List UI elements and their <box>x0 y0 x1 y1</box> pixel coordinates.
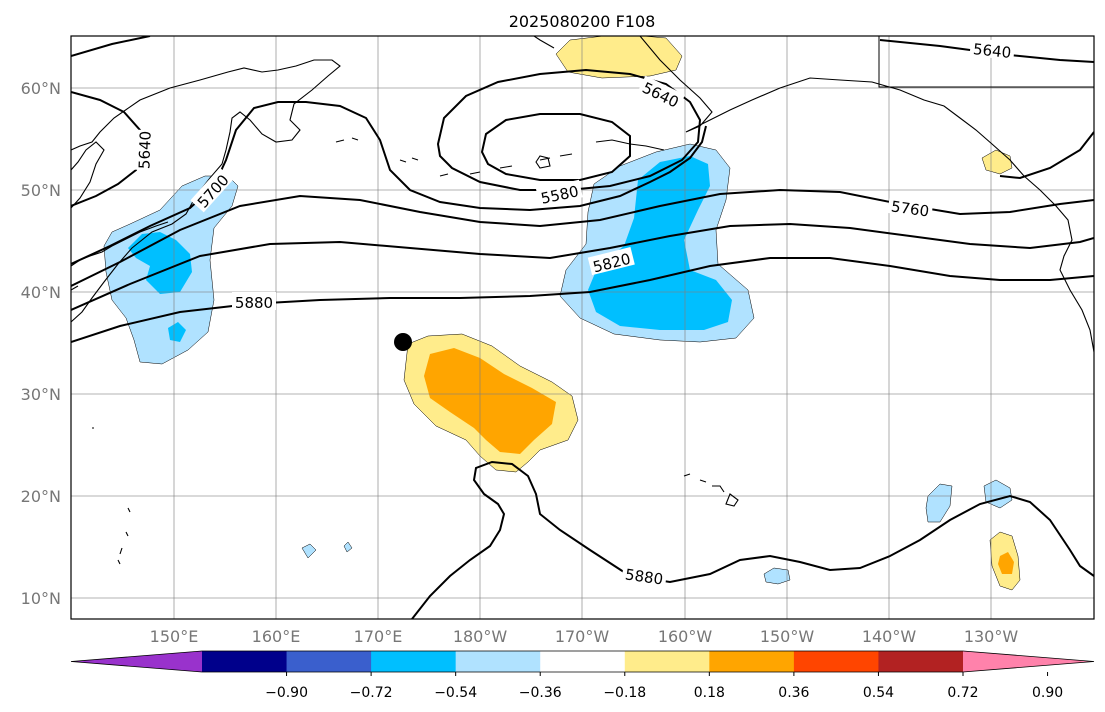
svg-text:5640: 5640 <box>135 131 154 170</box>
height-contours <box>71 36 1094 619</box>
okhotsk-coast <box>71 141 105 209</box>
colorbar-outline <box>70 650 1095 673</box>
strong-positive-anomaly-central-pacific <box>424 348 556 454</box>
lat-label-50n: 50°N <box>21 181 61 200</box>
contour-5760 <box>71 188 1094 287</box>
lon-label-150w: 150°W <box>760 627 815 646</box>
colorbar-segment <box>455 651 541 672</box>
contour-5640-aleutian <box>436 68 702 191</box>
latitude-labels: 60°N 50°N 40°N 30°N 20°N 10°N <box>21 79 61 608</box>
hawaii-islands <box>683 473 739 507</box>
lat-label-30n: 30°N <box>21 385 61 404</box>
svg-text:5580: 5580 <box>539 182 580 208</box>
lat-label-40n: 40°N <box>21 283 61 302</box>
lon-label-170w: 170°W <box>555 627 610 646</box>
colorbar-extend-low <box>71 651 202 672</box>
contour-5820 <box>71 222 1094 311</box>
contour-label-5640-east: 5640 <box>969 37 1016 62</box>
contour-label-5880-south: 5880 <box>621 563 668 589</box>
lon-label-160w: 160°W <box>658 627 713 646</box>
colorbar-tick-label: −0.36 <box>519 685 562 701</box>
colorbar-tick-label: −0.90 <box>265 685 308 701</box>
contour-label-5880: 5880 <box>232 292 276 312</box>
anomaly-region-small-2 <box>343 541 353 553</box>
lon-label-130w: 130°W <box>964 627 1019 646</box>
colorbar-segment <box>371 651 457 672</box>
map-area: 5640 5640 5640 5700 5580 5760 <box>71 36 1094 619</box>
contour-label-5580: 5580 <box>535 179 583 208</box>
svg-text:5640: 5640 <box>972 40 1012 62</box>
lon-label-150e: 150°E <box>150 627 199 646</box>
colorbar-segment <box>624 651 710 672</box>
alaska-coast <box>533 36 1094 353</box>
colorbar-segment <box>540 651 626 672</box>
map-frame <box>70 35 1095 620</box>
svg-text:5880: 5880 <box>235 294 273 312</box>
contour-5640-north <box>71 36 151 57</box>
anomaly-region-small-1 <box>301 543 317 559</box>
lat-label-60n: 60°N <box>21 79 61 98</box>
contour-5640-east-lower <box>999 131 1094 180</box>
colorbar-segment <box>793 651 879 672</box>
contour-label-5760: 5760 <box>887 195 934 221</box>
contour-label-5640-west: 5640 <box>133 129 155 171</box>
positive-anomaly-bering <box>555 36 683 79</box>
colorbar-segment <box>709 651 795 672</box>
strong-positive-anomaly-east-south <box>998 552 1014 574</box>
lon-label-180w: 180°W <box>453 627 508 646</box>
colorbar-segment <box>286 651 372 672</box>
pacific-islets <box>92 427 131 565</box>
positive-anomaly-bc <box>981 149 1013 175</box>
colorbar-tick-label: 0.36 <box>778 685 809 701</box>
strong-anomaly-west-small <box>168 322 186 342</box>
contour-5580 <box>480 113 631 181</box>
colorbar-tick-label: −0.18 <box>603 685 646 701</box>
location-marker <box>394 333 412 351</box>
lon-label-160e: 160°E <box>252 627 301 646</box>
colorbar-segment <box>202 651 288 672</box>
positive-anomaly-regions <box>403 36 1021 591</box>
strong-anomaly-west-pacific <box>128 232 192 294</box>
anomaly-region-east-1 <box>925 483 953 523</box>
contour-label-5640-aleutian: 5640 <box>637 75 686 112</box>
anomaly-region-hawaii-south <box>763 567 791 585</box>
colorbar-tick-label: 0.18 <box>694 685 725 701</box>
map-title: 2025080200 F108 <box>509 12 656 31</box>
lon-label-170e: 170°E <box>354 627 403 646</box>
colorbar-tick-label: 0.90 <box>1032 685 1063 701</box>
bering-island <box>535 155 551 169</box>
lat-label-20n: 20°N <box>21 487 61 506</box>
contour-label-group: 5640 5640 5640 5700 5580 5760 <box>133 37 1016 589</box>
colorbar-tick-label: −0.72 <box>350 685 393 701</box>
svg-text:5880: 5880 <box>624 565 664 588</box>
colorbar-extend-high <box>963 651 1094 672</box>
negative-anomaly-regions <box>103 143 1013 585</box>
colorbar <box>70 650 1095 673</box>
gridlines <box>71 36 1094 619</box>
colorbar-tick-label: 0.54 <box>863 685 894 701</box>
colorbar-ticks: −0.90 −0.72 −0.54 −0.36 −0.18 0.18 0.36 0.54 0.7… <box>265 672 1063 701</box>
coastlines <box>71 36 1094 565</box>
lat-label-10n: 10°N <box>21 589 61 608</box>
svg-text:5760: 5760 <box>890 197 930 220</box>
longitude-labels: 150°E 160°E 170°E 180°W 170°W 160°W 150°… <box>150 627 1019 646</box>
colorbar-tick-label: −0.54 <box>434 685 477 701</box>
kamchatka-coast <box>71 59 341 323</box>
colorbar-segment <box>878 651 964 672</box>
contour-5640-west <box>71 91 144 207</box>
colorbar-tick-label: 0.72 <box>947 685 978 701</box>
lon-label-140w: 140°W <box>862 627 917 646</box>
anomaly-region-east-2 <box>983 479 1013 509</box>
contour-5880-south <box>411 460 1094 619</box>
